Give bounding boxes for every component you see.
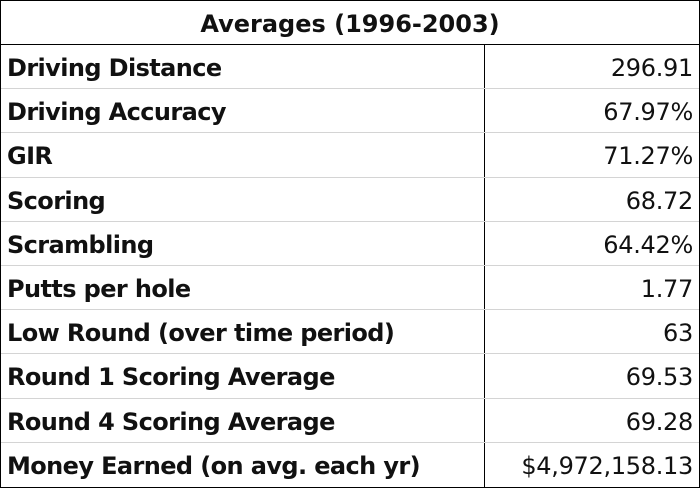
table-title: Averages (1996-2003) xyxy=(1,1,699,45)
column-divider xyxy=(484,45,485,487)
row-value: $4,972,158.13 xyxy=(521,451,693,480)
table-row: Scrambling 64.42% xyxy=(1,222,699,266)
table-row: Money Earned (on avg. each yr) $4,972,158… xyxy=(1,443,699,487)
table-row: Driving Distance 296.91 xyxy=(1,45,699,90)
row-value: 67.97% xyxy=(603,98,693,127)
row-label: Driving Distance xyxy=(7,54,222,82)
row-label: Scrambling xyxy=(7,230,154,259)
table-row: Low Round (over time period) 63 xyxy=(1,310,699,355)
table-row: Round 1 Scoring Average 69.53 xyxy=(1,354,699,399)
table-row: Putts per hole 1.77 xyxy=(1,266,699,311)
row-value: 1.77 xyxy=(640,275,694,303)
table-row: Driving Accuracy 67.97% xyxy=(1,89,699,134)
row-value: 69.53 xyxy=(625,363,694,392)
row-label: Round 1 Scoring Average xyxy=(7,363,335,392)
row-label: GIR xyxy=(7,142,53,171)
table-row: Round 4 Scoring Average 69.28 xyxy=(1,399,699,443)
row-label: Low Round (over time period) xyxy=(7,319,395,348)
table-row: Scoring 68.72 xyxy=(1,178,699,222)
row-label: Round 4 Scoring Average xyxy=(7,407,335,436)
row-value: 296.91 xyxy=(610,54,693,82)
row-label: Putts per hole xyxy=(7,275,191,303)
row-value: 69.28 xyxy=(625,407,694,436)
row-label: Scoring xyxy=(7,186,106,215)
table-row: GIR 71.27% xyxy=(1,133,699,178)
row-value: 68.72 xyxy=(625,186,694,215)
row-label: Driving Accuracy xyxy=(7,98,227,127)
row-value: 64.42% xyxy=(603,230,693,259)
row-label: Money Earned (on avg. each yr) xyxy=(7,451,421,480)
row-value: 63 xyxy=(663,319,693,348)
row-value: 71.27% xyxy=(603,142,693,171)
